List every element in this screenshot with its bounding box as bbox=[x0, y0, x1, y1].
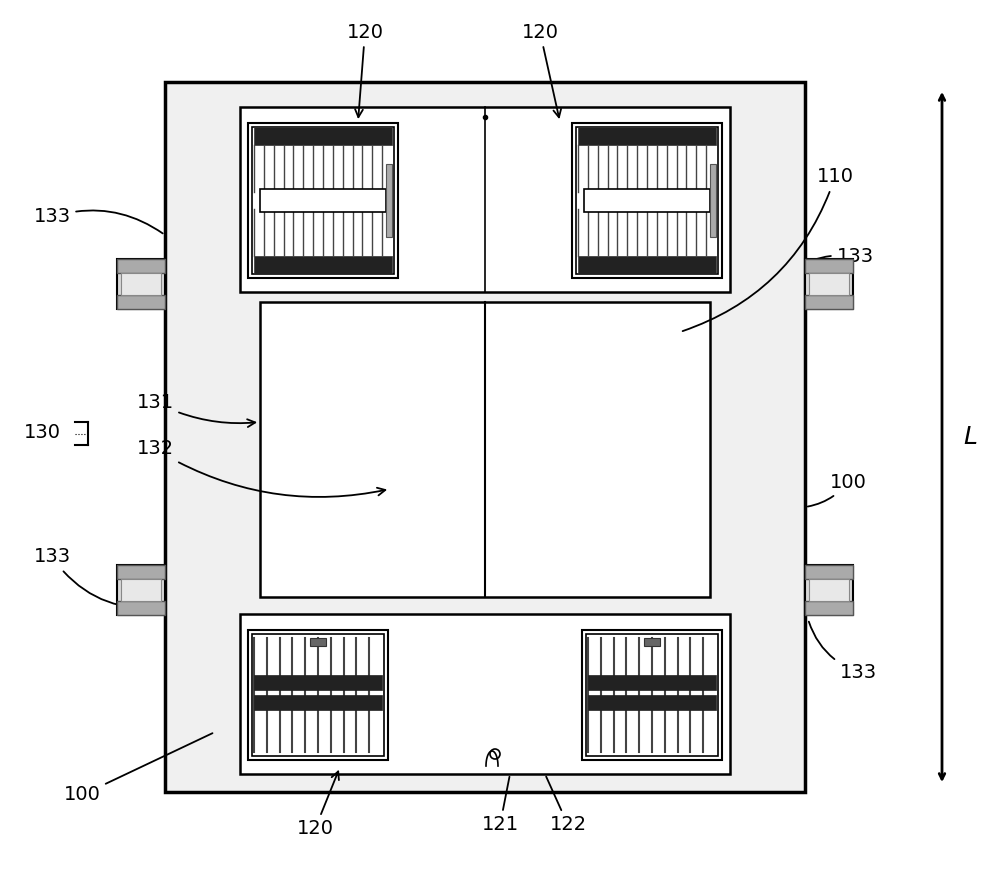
Bar bbox=[805, 565, 853, 579]
Bar bbox=[248, 630, 388, 760]
Bar bbox=[117, 601, 165, 615]
Bar bbox=[117, 565, 165, 615]
Bar bbox=[117, 260, 165, 274]
Bar bbox=[254, 675, 382, 690]
Bar bbox=[165, 82, 805, 792]
Text: 120: 120 bbox=[296, 772, 339, 838]
Bar bbox=[117, 296, 165, 310]
Bar bbox=[260, 189, 386, 212]
Bar bbox=[584, 189, 710, 212]
Bar bbox=[121, 579, 161, 601]
Bar bbox=[240, 107, 730, 292]
Bar bbox=[260, 302, 710, 597]
Bar bbox=[644, 638, 660, 646]
Text: 133: 133 bbox=[811, 247, 874, 267]
Text: 120: 120 bbox=[522, 23, 561, 118]
Bar bbox=[578, 127, 716, 145]
Bar bbox=[386, 164, 392, 238]
Bar bbox=[805, 296, 853, 310]
Bar bbox=[240, 614, 730, 774]
Text: 100: 100 bbox=[808, 473, 866, 507]
Bar bbox=[254, 695, 382, 709]
Text: 133: 133 bbox=[809, 622, 877, 681]
Bar bbox=[576, 127, 718, 274]
Bar bbox=[572, 123, 722, 278]
Bar bbox=[586, 634, 718, 756]
Text: 133: 133 bbox=[33, 208, 163, 233]
Text: 122: 122 bbox=[546, 776, 587, 835]
Text: L: L bbox=[963, 425, 977, 449]
Text: 131: 131 bbox=[136, 393, 255, 427]
Text: 121: 121 bbox=[481, 777, 519, 835]
Bar bbox=[254, 127, 392, 145]
Bar bbox=[809, 579, 849, 601]
Bar bbox=[805, 260, 853, 274]
Bar bbox=[805, 260, 853, 310]
Text: 130: 130 bbox=[24, 423, 60, 441]
Bar bbox=[117, 565, 165, 579]
Bar bbox=[805, 601, 853, 615]
Bar bbox=[588, 675, 716, 690]
Bar bbox=[310, 638, 326, 646]
Bar bbox=[117, 260, 165, 310]
Bar bbox=[588, 695, 716, 709]
Bar bbox=[248, 123, 398, 278]
Bar bbox=[805, 565, 853, 615]
Bar bbox=[252, 127, 394, 274]
Bar bbox=[710, 164, 716, 238]
Bar bbox=[252, 634, 384, 756]
Text: 120: 120 bbox=[347, 23, 384, 118]
Bar bbox=[121, 274, 161, 296]
Text: 100: 100 bbox=[64, 733, 212, 804]
Text: 133: 133 bbox=[33, 547, 162, 608]
Bar bbox=[254, 256, 392, 274]
Text: 110: 110 bbox=[683, 168, 854, 332]
Text: 132: 132 bbox=[136, 439, 385, 497]
Bar bbox=[809, 274, 849, 296]
Bar bbox=[582, 630, 722, 760]
Bar bbox=[578, 256, 716, 274]
